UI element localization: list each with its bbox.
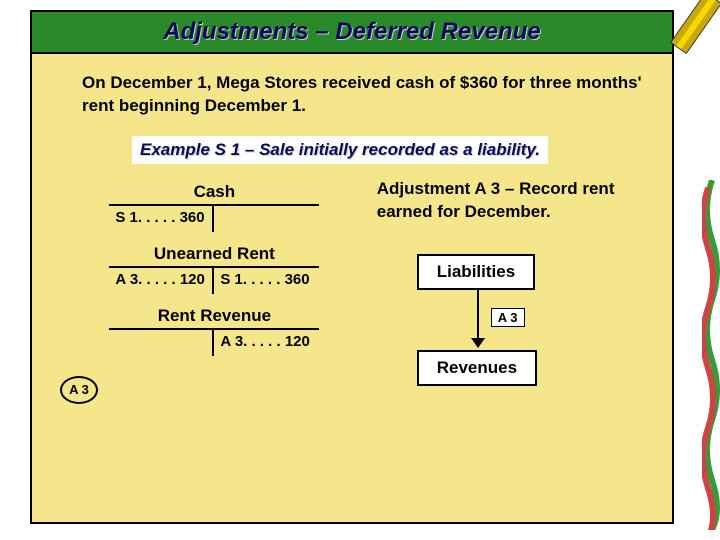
adjustment-text: Adjustment A 3 – Record rent earned for …: [377, 178, 652, 224]
t-account-title: Cash: [109, 182, 319, 204]
revenues-box: Revenues: [417, 350, 537, 386]
t-accounts-column: Cash S 1. . . . . 360 Unearned Rent A 3.…: [62, 178, 367, 386]
body-paragraph: On December 1, Mega Stores received cash…: [82, 72, 642, 118]
t-debit: S 1. . . . . 360: [109, 206, 214, 232]
content-row: Cash S 1. . . . . 360 Unearned Rent A 3.…: [32, 178, 672, 386]
slide-title: Adjustments – Deferred Revenue: [163, 18, 540, 45]
arrow-label: A 3: [491, 308, 525, 327]
title-bar: Adjustments – Deferred Revenue: [32, 12, 672, 54]
t-account-title: Rent Revenue: [109, 306, 319, 328]
t-account-cash: Cash S 1. . . . . 360: [109, 182, 319, 232]
arrow-head-icon: [471, 338, 485, 348]
t-credit: A 3. . . . . 120: [214, 330, 319, 356]
t-account-rent-revenue: Rent Revenue A 3. . . . . 120: [109, 306, 319, 356]
arrow-line-icon: [477, 290, 479, 340]
t-credit: [214, 206, 319, 232]
right-column: Adjustment A 3 – Record rent earned for …: [367, 178, 652, 386]
pencil-icon: [656, 0, 720, 62]
flow-arrow: A 3: [457, 290, 652, 350]
t-account-unearned-rent: Unearned Rent A 3. . . . . 120 S 1. . . …: [109, 244, 319, 294]
t-debit: A 3. . . . . 120: [109, 268, 214, 294]
t-credit: S 1. . . . . 360: [214, 268, 319, 294]
slide: Adjustments – Deferred Revenue On Decemb…: [30, 10, 674, 524]
wave-decoration-icon: [702, 180, 720, 530]
t-debit: [109, 330, 214, 356]
t-account-title: Unearned Rent: [109, 244, 319, 266]
example-label: Example S 1 – Sale initially recorded as…: [132, 136, 548, 164]
liabilities-box: Liabilities: [417, 254, 535, 290]
a3-oval-label: A 3: [60, 376, 98, 404]
